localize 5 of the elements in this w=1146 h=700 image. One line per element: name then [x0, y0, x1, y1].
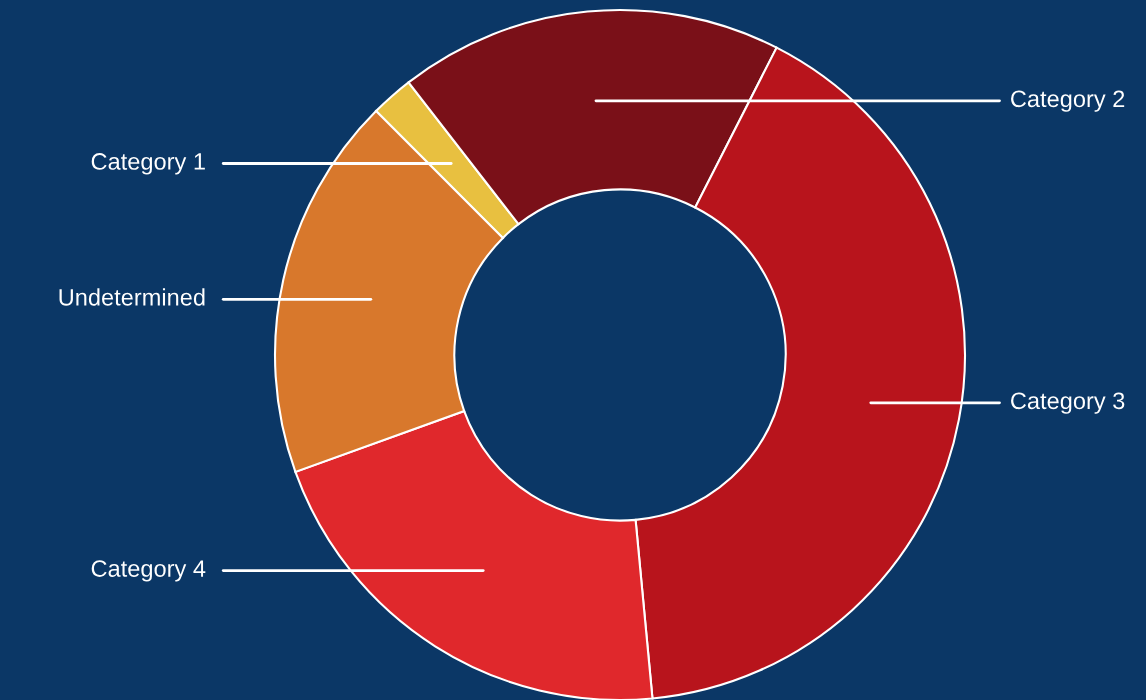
- slice-label: Category 4: [91, 560, 206, 582]
- slice-label: Category 1: [91, 153, 205, 175]
- slice-label: Category 3: [1011, 392, 1125, 414]
- slice-label: Undetermined: [59, 288, 205, 306]
- slice-label: Category 2: [1011, 90, 1125, 112]
